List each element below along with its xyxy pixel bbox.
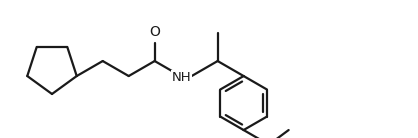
Text: NH: NH	[172, 71, 191, 83]
Text: O: O	[149, 25, 160, 39]
Text: O: O	[262, 136, 273, 138]
